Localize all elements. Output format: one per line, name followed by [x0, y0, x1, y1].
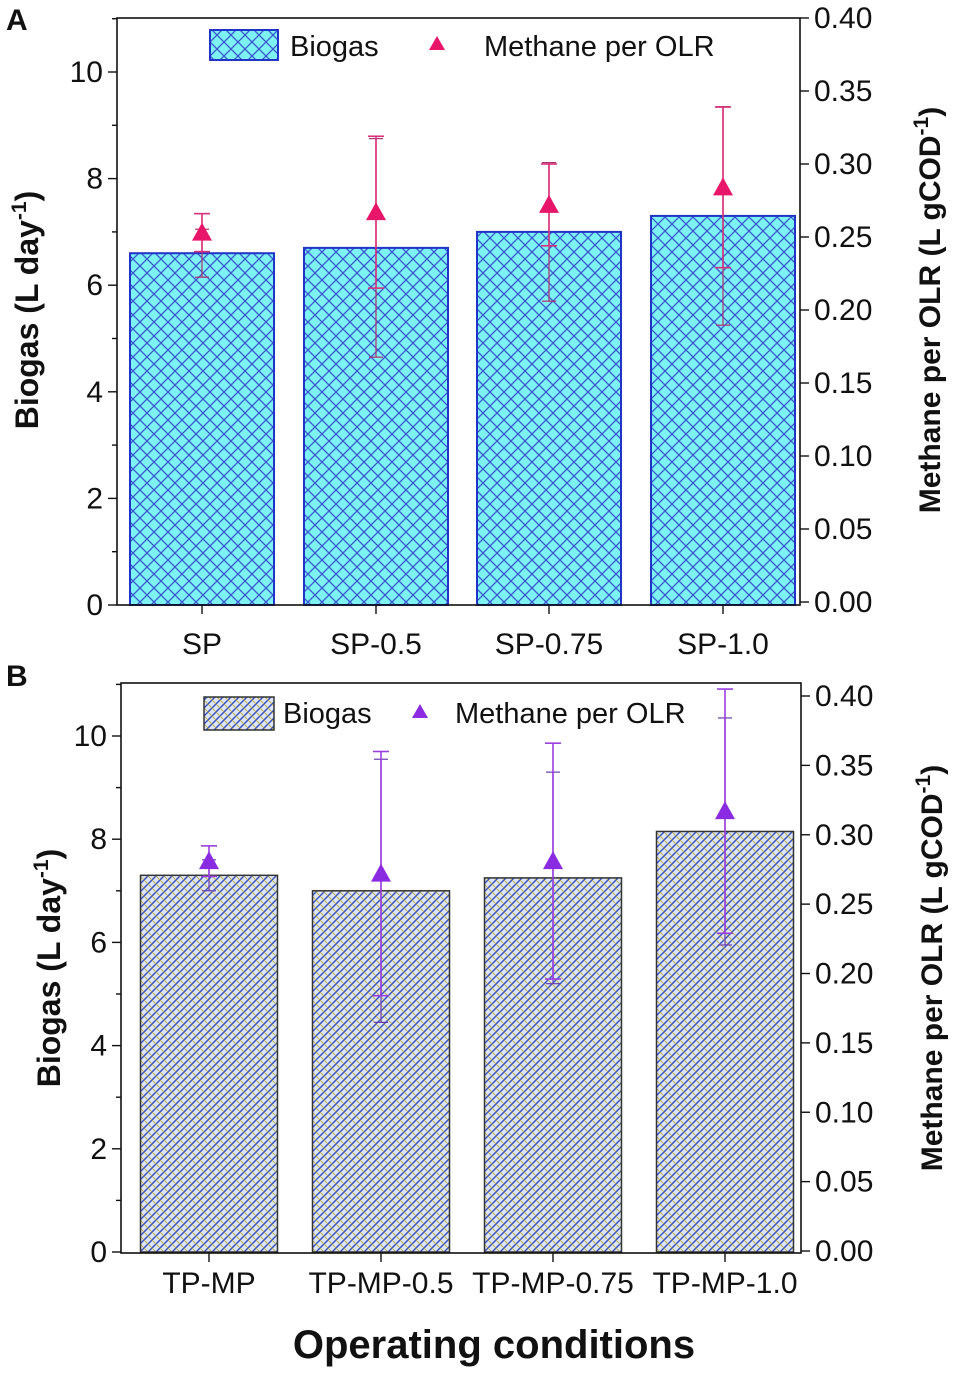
y-left-tick-label-b-3: 6	[90, 926, 107, 959]
y-right-tick-label-a-8: 0.40	[814, 2, 872, 35]
panel-a: A 0 2 4 6 8 10 0.00 0.05 0.10 0.15 0.20 0.25 0.30 0.3…	[6, 2, 947, 661]
y-right-tick-label-b-4: 0.20	[815, 958, 873, 991]
y-left-tick-label-b-5: 10	[74, 720, 107, 753]
y-right-tick-label-b-2: 0.10	[815, 1096, 873, 1129]
y-left-tick-label-a-0: 0	[86, 589, 103, 622]
y-left-tick-label-b-4: 8	[90, 823, 107, 856]
panel-b-y-right-title: Methane per OLR (L gCOD-1)	[912, 765, 949, 1172]
y-right-tick-label-a-7: 0.35	[814, 75, 872, 108]
legend-a-methane-marker	[429, 36, 445, 50]
x-tick-label-a-3: SP-1.0	[677, 628, 769, 661]
x-tick-label-b-0: TP-MP	[162, 1267, 255, 1300]
y-left-tick-label-b-1: 2	[90, 1133, 107, 1166]
y-left-tick-label-a-2: 4	[86, 376, 103, 409]
panel-a-bars	[130, 107, 795, 605]
bar-a-0	[130, 253, 274, 605]
methane-marker-b-2	[543, 851, 563, 869]
x-tick-label-a-2: SP-0.75	[495, 628, 603, 661]
y-left-tick-label-b-2: 4	[90, 1030, 107, 1063]
y-right-tick-label-b-6: 0.30	[815, 819, 873, 852]
y-left-tick-label-b-0: 0	[90, 1236, 107, 1269]
y-right-tick-label-b-1: 0.05	[815, 1166, 873, 1199]
panel-b: B 0 2 4 6 8 10 0.00 0.05 0.10 0.15 0.20 0.25 0.30 0.3…	[6, 660, 949, 1300]
methane-marker-a-2	[539, 195, 559, 213]
x-tick-label-b-2: TP-MP-0.75	[472, 1267, 634, 1300]
panel-b-markers	[199, 689, 735, 996]
methane-marker-b-1	[371, 864, 391, 882]
panel-b-bars	[141, 718, 794, 1252]
panel-a-y-right-title: Methane per OLR (L gCOD-1)	[910, 107, 947, 514]
y-left-tick-label-a-1: 2	[86, 482, 103, 515]
y-right-tick-label-b-0: 0.00	[815, 1235, 873, 1268]
y-left-tick-label-a-3: 6	[86, 269, 103, 302]
y-right-tick-label-a-6: 0.30	[814, 148, 872, 181]
methane-marker-b-3	[715, 801, 735, 819]
panel-a-legend: Biogas Methane per OLR	[210, 30, 715, 63]
y-right-tick-label-b-8: 0.40	[815, 680, 873, 713]
legend-b-methane-marker	[412, 704, 428, 718]
panel-b-label: B	[6, 660, 28, 693]
legend-a-biogas-swatch	[210, 30, 278, 60]
y-right-tick-label-a-0: 0.00	[814, 586, 872, 619]
panel-a-y-left-title: Biogas (L day-1)	[8, 191, 45, 430]
legend-b-biogas-label: Biogas	[283, 698, 372, 730]
panel-a-label: A	[6, 4, 28, 37]
y-left-tick-label-a-5: 10	[70, 56, 103, 89]
methane-marker-a-1	[366, 202, 386, 220]
y-right-tick-label-a-5: 0.25	[814, 221, 872, 254]
y-right-tick-label-b-5: 0.25	[815, 888, 873, 921]
x-tick-label-a-0: SP	[182, 628, 222, 661]
y-right-tick-label-a-1: 0.05	[814, 513, 872, 546]
methane-marker-a-3	[713, 177, 733, 195]
x-axis-title: Operating conditions	[293, 1323, 695, 1367]
legend-b-biogas-swatch	[204, 697, 274, 730]
legend-a-methane-label: Methane per OLR	[484, 31, 715, 63]
y-right-tick-label-a-3: 0.15	[814, 367, 872, 400]
panel-b-legend: Biogas Methane per OLR	[204, 697, 686, 730]
x-tick-label-b-3: TP-MP-1.0	[652, 1267, 797, 1300]
bar-b-0	[141, 875, 278, 1252]
figure: A 0 2 4 6 8 10 0.00 0.05 0.10 0.15 0.20 0.25 0.30 0.3…	[0, 0, 955, 1373]
panel-b-y-left-title: Biogas (L day-1)	[30, 849, 67, 1088]
methane-marker-a-0	[192, 223, 212, 241]
y-left-tick-label-a-4: 8	[86, 163, 103, 196]
y-right-tick-label-b-7: 0.35	[815, 749, 873, 782]
y-right-tick-label-b-3: 0.15	[815, 1027, 873, 1060]
y-right-tick-label-a-2: 0.10	[814, 440, 872, 473]
y-right-tick-label-a-4: 0.20	[814, 294, 872, 327]
legend-b-methane-label: Methane per OLR	[455, 698, 686, 730]
x-tick-label-b-1: TP-MP-0.5	[308, 1267, 453, 1300]
x-tick-label-a-1: SP-0.5	[330, 628, 422, 661]
legend-a-biogas-label: Biogas	[290, 31, 379, 63]
